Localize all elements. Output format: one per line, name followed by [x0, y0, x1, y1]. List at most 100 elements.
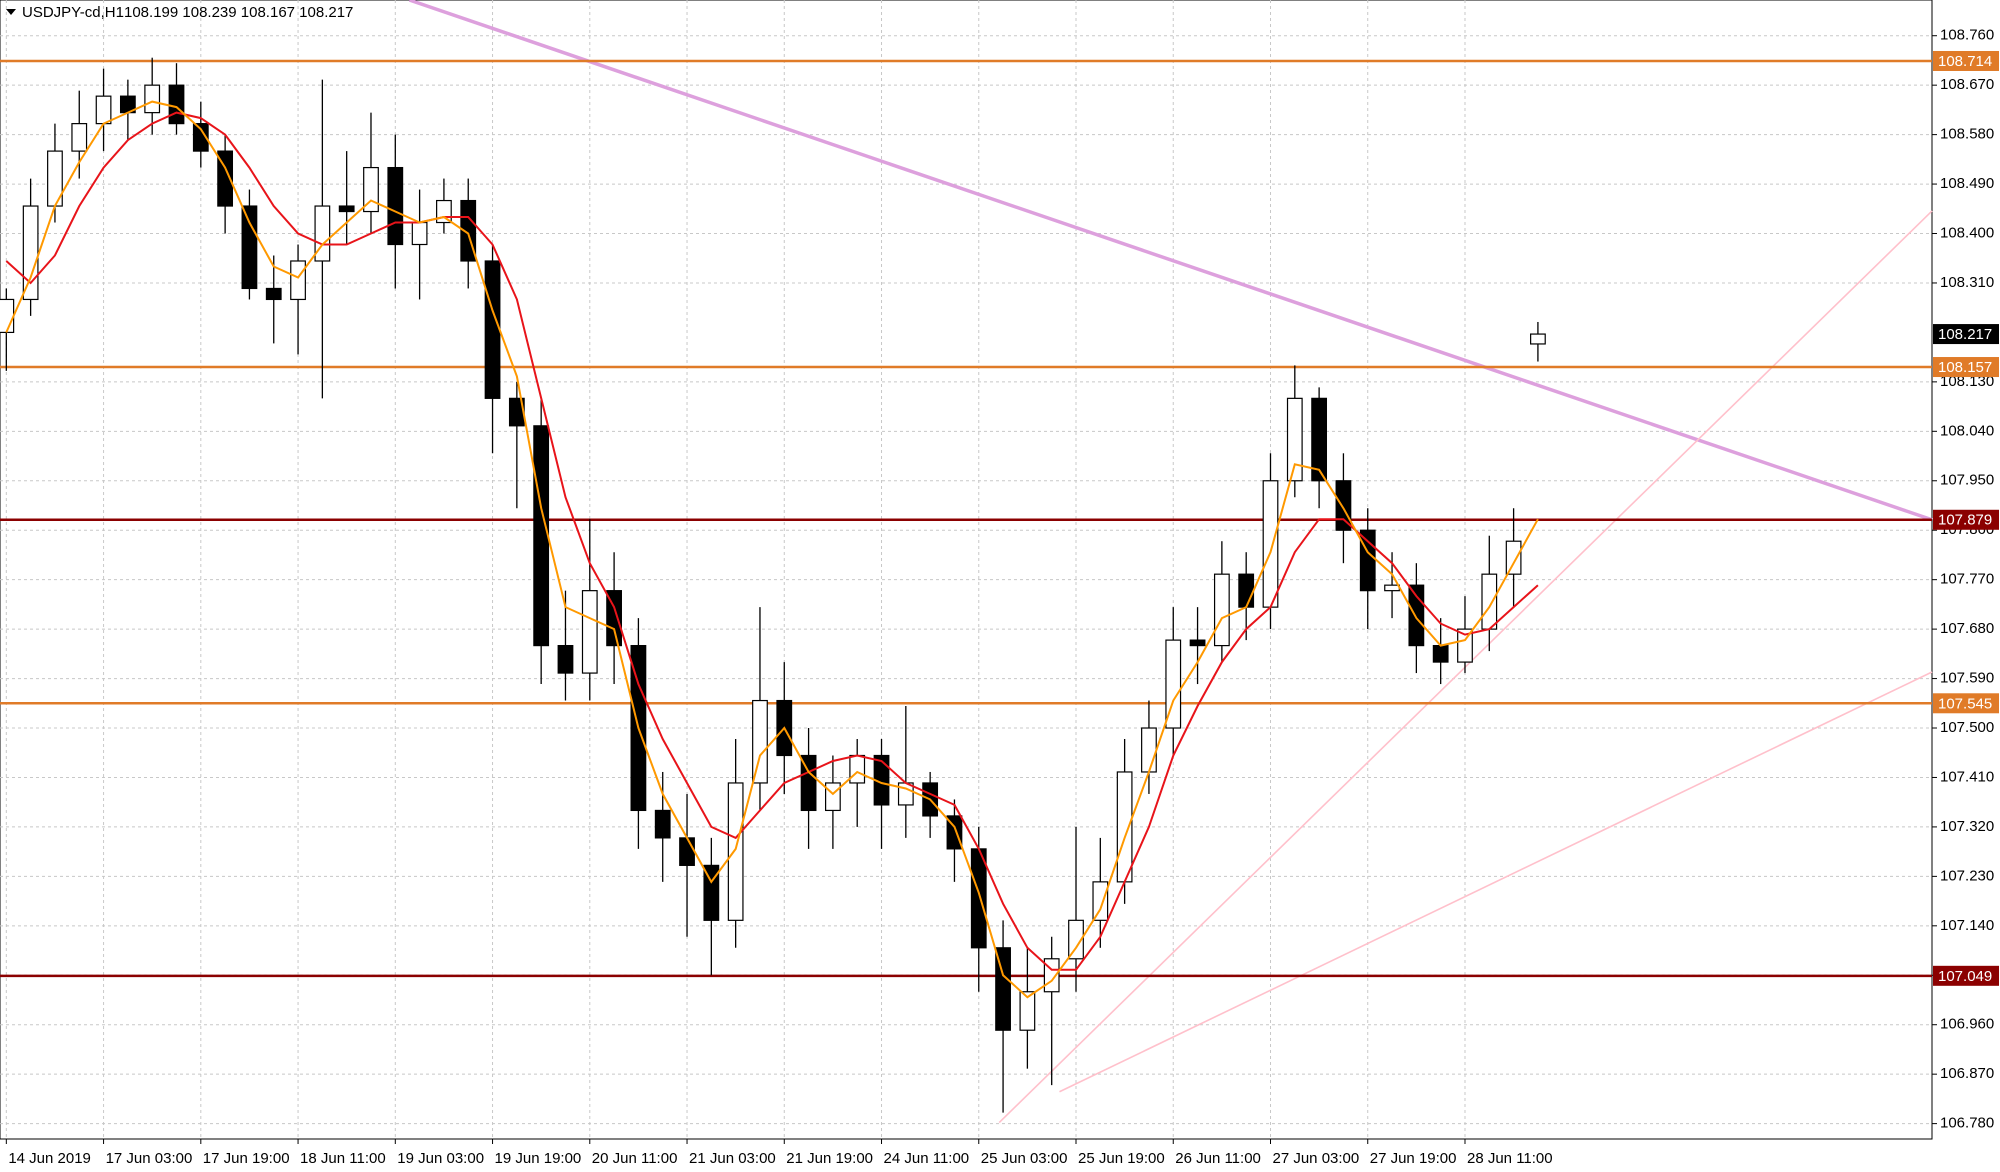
- candle-body: [1505, 540, 1522, 575]
- candle-body: [22, 205, 39, 301]
- y-tick-label: 108.040: [1940, 422, 1994, 439]
- level-label: 107.049: [1938, 968, 1992, 985]
- x-tick-label: 21 Jun 19:00: [786, 1150, 873, 1167]
- x-tick-label: 21 Jun 03:00: [689, 1150, 776, 1167]
- x-tick-label: 28 Jun 11:00: [1467, 1150, 1553, 1167]
- trend-line: [408, 0, 1933, 522]
- candle-body: [71, 123, 88, 152]
- x-tick-label: 17 Jun 03:00: [106, 1150, 193, 1167]
- candle-body: [95, 95, 112, 125]
- y-tick-label: 107.500: [1940, 719, 1994, 736]
- y-tick-label: 106.870: [1940, 1065, 1994, 1082]
- y-tick-label: 107.320: [1940, 818, 1994, 835]
- candle-body: [1311, 397, 1328, 482]
- x-tick-label: 17 Jun 19:00: [203, 1150, 290, 1167]
- y-tick-label: 107.590: [1940, 670, 1994, 687]
- candle-body: [1092, 881, 1109, 921]
- level-label: 108.714: [1938, 53, 1992, 70]
- candle-body: [411, 221, 428, 246]
- x-tick-label: 26 Jun 11:00: [1175, 1150, 1261, 1167]
- candle-body: [1019, 991, 1036, 1031]
- candle-body: [752, 699, 768, 784]
- candle-body: [290, 260, 306, 301]
- y-tick-label: 107.950: [1940, 472, 1994, 489]
- candle-body: [1116, 771, 1133, 883]
- y-tick-label: 108.580: [1940, 126, 1994, 143]
- candle-body: [1286, 397, 1303, 482]
- trend-line: [1059, 671, 1933, 1093]
- level-label-box: [1933, 509, 1999, 530]
- candle-body: [0, 298, 15, 334]
- candle-body: [338, 205, 355, 213]
- candle-body: [1384, 584, 1400, 592]
- x-tick-label: 20 Jun 11:00: [592, 1150, 678, 1167]
- marks: [0, 0, 1933, 1124]
- y-tick-label: 108.760: [1940, 27, 1994, 44]
- candle-body: [1530, 333, 1546, 345]
- level-label: 107.545: [1938, 695, 1992, 712]
- candle-body: [144, 84, 161, 114]
- y-tick-label: 107.140: [1940, 917, 1994, 934]
- candle-body: [387, 166, 404, 246]
- y-tick-label: 106.780: [1940, 1115, 1994, 1132]
- level-label-box: [1933, 50, 1999, 71]
- x-tick-label: 24 Jun 11:00: [884, 1150, 970, 1167]
- menu-triangle[interactable]: [6, 9, 16, 15]
- x-tick-label: 27 Jun 19:00: [1370, 1150, 1457, 1167]
- x-tick-label: 27 Jun 03:00: [1272, 1150, 1359, 1167]
- ohlc-label: 108.199 108.239 108.167 108.217: [124, 4, 353, 21]
- level-label-box: [1933, 965, 1999, 986]
- y-tick-label: 108.490: [1940, 175, 1994, 192]
- labels: 106.780106.870106.960107.050107.140107.2…: [5, 27, 1999, 1167]
- candle-body: [995, 947, 1011, 1031]
- candle-body: [1457, 628, 1473, 663]
- candle-body: [1189, 639, 1206, 647]
- candle-body: [1481, 573, 1498, 630]
- x-tick-label: 18 Jun 11:00: [300, 1150, 386, 1167]
- candle-body: [800, 754, 817, 812]
- candle-body: [1432, 644, 1449, 663]
- candle-body: [265, 287, 282, 301]
- candle-body: [168, 84, 185, 125]
- candle-body: [703, 864, 720, 921]
- candle-body: [1262, 480, 1279, 608]
- candle-body: [1335, 480, 1352, 531]
- candle-body: [654, 809, 671, 839]
- candle-body: [557, 644, 574, 674]
- candle-body: [727, 782, 744, 921]
- candle-body: [849, 754, 866, 784]
- x-tick-label: 25 Jun 19:00: [1078, 1150, 1165, 1167]
- level-label-box: [1933, 693, 1999, 714]
- candle-body: [484, 260, 501, 399]
- x-tick-label: 19 Jun 19:00: [495, 1150, 582, 1167]
- candle-body: [1408, 584, 1425, 647]
- y-tick-label: 108.400: [1940, 224, 1994, 241]
- candle-body: [1213, 573, 1230, 647]
- last-price-box: [1933, 324, 1999, 345]
- candle-body: [581, 590, 598, 674]
- y-tick-label: 106.960: [1940, 1016, 1994, 1033]
- candle-body: [970, 848, 987, 949]
- x-tick-label: 19 Jun 03:00: [397, 1150, 484, 1167]
- candle-body: [1165, 639, 1182, 729]
- last-price-label: 108.217: [1938, 326, 1992, 343]
- candle-body: [825, 782, 841, 812]
- candle-body: [436, 199, 452, 224]
- level-label: 108.157: [1938, 359, 1992, 376]
- candle-body: [192, 123, 209, 152]
- grid: [0, 0, 1932, 1139]
- y-tick-label: 107.770: [1940, 571, 1994, 588]
- x-tick-label: 25 Jun 03:00: [981, 1150, 1068, 1167]
- plot-area: [0, 0, 1933, 1140]
- candle-body: [679, 837, 695, 866]
- y-tick-label: 108.310: [1940, 274, 1994, 291]
- candle-body: [1141, 727, 1157, 773]
- candle-body: [314, 205, 331, 262]
- level-label-box: [1933, 357, 1999, 378]
- x-tick-label: 14 Jun 2019: [8, 1150, 91, 1167]
- level-label: 107.879: [1938, 512, 1992, 529]
- y-tick-label: 108.670: [1940, 76, 1994, 93]
- candle-body: [1068, 919, 1084, 960]
- candle-body: [1359, 529, 1376, 592]
